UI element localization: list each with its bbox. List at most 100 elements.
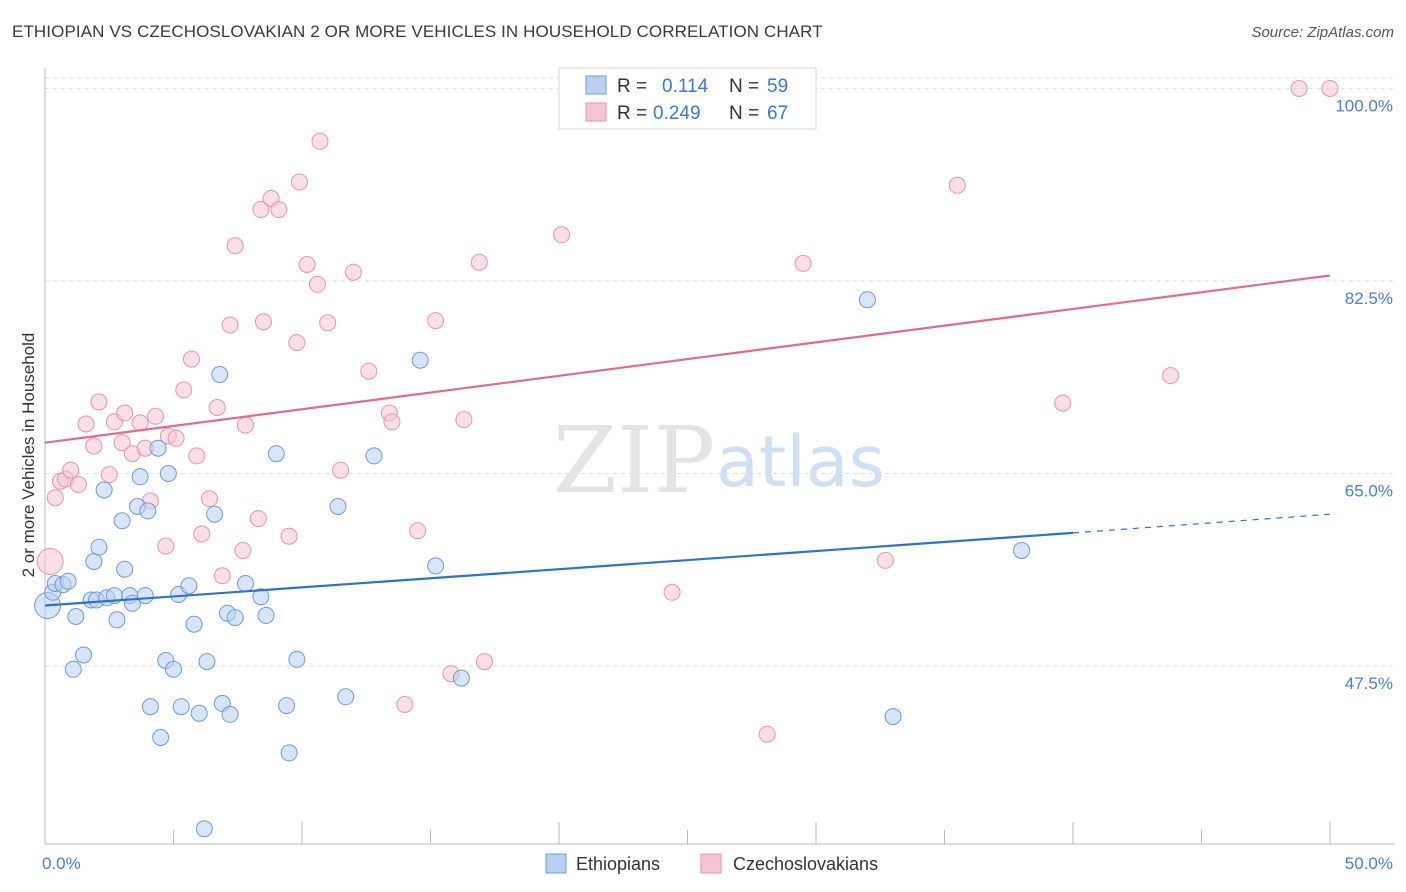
point-ethiopian bbox=[329, 498, 347, 515]
point-ethiopian bbox=[411, 351, 429, 369]
point-ethiopian bbox=[108, 611, 126, 629]
y-axis-label: 2 or more Vehicles in Household bbox=[19, 333, 38, 578]
trend-lines bbox=[44, 274, 1331, 607]
legend-r-label-1: R = bbox=[617, 76, 647, 97]
point-czechoslovakian bbox=[344, 263, 362, 281]
point-czechoslovakian bbox=[319, 314, 337, 332]
point-czechoslovakian bbox=[147, 407, 165, 425]
point-czechoslovakian bbox=[383, 413, 401, 431]
point-czechoslovakian bbox=[332, 461, 350, 479]
point-ethiopian bbox=[116, 560, 134, 578]
point-ethiopian bbox=[185, 615, 203, 633]
point-ethiopian bbox=[152, 729, 170, 746]
point-czechoslovakian bbox=[409, 522, 427, 540]
point-ethiopian bbox=[884, 708, 902, 726]
point-czechoslovakian bbox=[298, 256, 316, 273]
legend-n-label-1: N = bbox=[729, 76, 759, 97]
point-czechoslovakian bbox=[280, 527, 298, 545]
point-czechoslovakian bbox=[1290, 80, 1308, 97]
point-ethiopian bbox=[267, 445, 285, 463]
point-ethiopian bbox=[95, 481, 113, 499]
point-ethiopian bbox=[365, 447, 383, 465]
point-ethiopian bbox=[64, 660, 82, 678]
point-ethiopian bbox=[131, 468, 149, 486]
point-ethiopian bbox=[1013, 542, 1031, 559]
point-czechoslovakian bbox=[308, 275, 326, 293]
point-ethiopian bbox=[206, 505, 224, 523]
point-ethiopian bbox=[180, 577, 198, 595]
point-czechoslovakian bbox=[46, 489, 64, 507]
axes bbox=[44, 68, 1395, 845]
point-ethiopian bbox=[452, 669, 470, 687]
point-czechoslovakian bbox=[157, 537, 175, 555]
point-czechoslovakian bbox=[311, 132, 329, 150]
point-czechoslovakian bbox=[470, 253, 488, 271]
point-czechoslovakian bbox=[175, 381, 193, 399]
point-ethiopian bbox=[236, 575, 254, 592]
legend-r-value-2: 0.249 bbox=[653, 103, 701, 124]
point-czechoslovakian bbox=[948, 176, 966, 194]
point-czechoslovakian bbox=[249, 510, 267, 528]
watermark-atlas: atlas bbox=[716, 421, 885, 503]
point-czechoslovakian bbox=[1162, 367, 1180, 385]
point-czechoslovakian bbox=[758, 725, 776, 743]
point-czechoslovakian bbox=[226, 237, 244, 255]
data-points bbox=[34, 80, 1339, 838]
legend-swatch-ethiopians bbox=[585, 75, 607, 95]
point-czechoslovakian bbox=[36, 548, 64, 575]
trend-line-czechoslovakians bbox=[44, 274, 1331, 444]
point-czechoslovakian bbox=[116, 404, 134, 422]
point-czechoslovakian bbox=[1054, 394, 1072, 412]
x-tick-label: 50.0% bbox=[1345, 854, 1393, 873]
trend-line-ethiopians bbox=[44, 531, 1074, 607]
y-tick-label: 82.5% bbox=[1345, 289, 1393, 308]
watermark-zip: ZIP bbox=[553, 407, 715, 514]
point-ethiopian bbox=[136, 587, 154, 605]
bottom-legend-swatch-ethiopians bbox=[545, 853, 567, 874]
point-ethiopian bbox=[427, 557, 445, 575]
point-czechoslovakian bbox=[90, 393, 108, 411]
point-ethiopian bbox=[858, 291, 876, 309]
bottom-legend-ethiopians: Ethiopians bbox=[576, 854, 660, 874]
point-czechoslovakian bbox=[188, 447, 206, 465]
point-czechoslovakian bbox=[254, 313, 272, 331]
point-czechoslovakian bbox=[221, 316, 239, 334]
x-tick-label: 0.0% bbox=[42, 854, 81, 873]
point-ethiopian bbox=[141, 698, 159, 716]
point-czechoslovakian bbox=[396, 696, 414, 713]
point-czechoslovakian bbox=[208, 399, 226, 416]
point-ethiopian bbox=[75, 646, 93, 664]
point-czechoslovakian bbox=[234, 542, 252, 559]
legend-r-label-2: R = bbox=[617, 103, 647, 124]
point-ethiopian bbox=[59, 572, 77, 590]
legend-n-label-2: N = bbox=[729, 103, 759, 124]
point-ethiopian bbox=[159, 465, 177, 482]
point-czechoslovakian bbox=[794, 254, 812, 272]
point-czechoslovakian bbox=[167, 429, 185, 447]
chart-title: ETHIOPIAN VS CZECHOSLOVAKIAN 2 OR MORE V… bbox=[12, 22, 823, 41]
point-ethiopian bbox=[85, 553, 103, 570]
tick-labels: 47.5% 65.0% 82.5% 100.0% 0.0% 50.0% bbox=[42, 97, 1393, 874]
point-czechoslovakian bbox=[113, 434, 131, 452]
watermark: ZIP atlas bbox=[553, 407, 885, 514]
bottom-legend-czech: Czechoslovakians bbox=[733, 854, 878, 874]
y-tick-label: 47.5% bbox=[1345, 674, 1393, 693]
point-czechoslovakian bbox=[200, 490, 218, 508]
point-ethiopian bbox=[113, 512, 131, 530]
point-ethiopian bbox=[226, 609, 244, 627]
point-czechoslovakian bbox=[213, 567, 231, 585]
point-ethiopian bbox=[172, 698, 190, 716]
point-czechoslovakian bbox=[182, 350, 200, 368]
point-czechoslovakian bbox=[663, 583, 681, 601]
point-czechoslovakian bbox=[252, 201, 270, 218]
point-czechoslovakian bbox=[85, 437, 103, 455]
point-czechoslovakian bbox=[270, 201, 288, 218]
point-ethiopian bbox=[337, 688, 355, 706]
point-czechoslovakian bbox=[236, 416, 254, 434]
point-czechoslovakian bbox=[360, 362, 378, 380]
legend-bottom: Ethiopians Czechoslovakians bbox=[545, 853, 878, 874]
point-ethiopian bbox=[288, 650, 306, 668]
legend-top: R = 0.114 N = 59 R = 0.249 N = 67 bbox=[558, 67, 817, 130]
point-ethiopian bbox=[195, 820, 213, 838]
